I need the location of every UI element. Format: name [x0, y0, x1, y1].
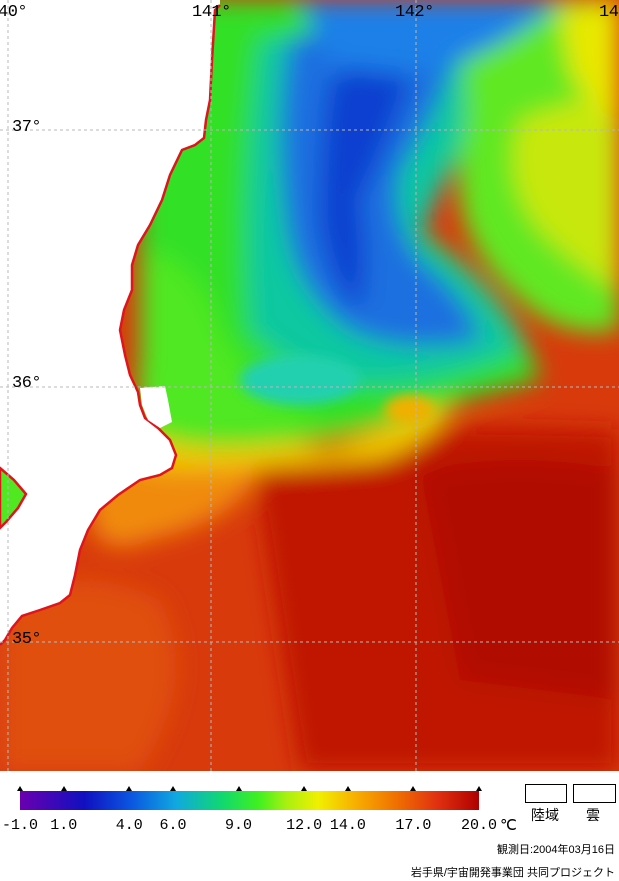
lon-label-142: 142°	[395, 3, 434, 22]
colorbar-tick-label: 4.0	[115, 817, 143, 834]
colorbar-tick	[170, 786, 176, 791]
land-label: 陸域	[531, 807, 559, 823]
colorbar-tick	[60, 786, 67, 791]
temperature-field	[0, 0, 619, 771]
colorbar-tick	[235, 786, 242, 791]
cyan-eddy	[240, 355, 360, 405]
colorbar-tick	[17, 786, 23, 791]
graticule	[0, 0, 619, 771]
colorbar-tick-label: 14.0	[329, 817, 366, 834]
map-canvas	[0, 0, 619, 771]
lon-label-140: 40°	[0, 3, 28, 22]
colorbar-tick	[410, 786, 417, 791]
colorbar-tick-label: 6.0	[159, 817, 187, 834]
colorbar-tick	[301, 786, 308, 791]
credit-text: 岩手県/宇宙開発事業団 共同プロジェクト	[410, 867, 615, 879]
lake	[0, 466, 28, 530]
coastline	[0, 4, 221, 646]
lon-label-143: 14	[599, 3, 619, 22]
cloud-label: 雲	[586, 807, 600, 823]
colorbar-tick	[126, 786, 133, 791]
cloud-swatch	[573, 784, 616, 803]
lat-label-36: 36°	[12, 374, 42, 393]
colorbar-tick-label: 20.0	[460, 817, 498, 834]
observation-date: 観測日:2004年03月16日	[497, 844, 615, 856]
colorbar-tick-label: 17.0	[395, 817, 432, 834]
colorbar-tick-label: 12.0	[286, 817, 323, 834]
colorbar-tick-label: -1.0	[1, 817, 39, 834]
lon-label-141: 141°	[192, 3, 231, 22]
land-honshu	[0, 0, 220, 645]
sea-surface-temperature-map: 40° 141° 142° 14 37° 36° 35°	[0, 0, 619, 771]
warm-eddy	[385, 395, 435, 425]
land-swatch	[525, 784, 567, 803]
lat-label-37: 37°	[12, 118, 42, 137]
temperature-colorbar	[17, 786, 482, 810]
colorbar-tick	[344, 786, 351, 791]
cloud-patch	[140, 386, 172, 428]
colorbar-tick-label: 1.0	[50, 817, 78, 834]
colorbar-tick	[476, 786, 482, 791]
unit-label: ℃	[500, 818, 517, 835]
lat-label-35: 35°	[12, 630, 42, 649]
colorbar-tick-label: 9.0	[225, 817, 253, 834]
